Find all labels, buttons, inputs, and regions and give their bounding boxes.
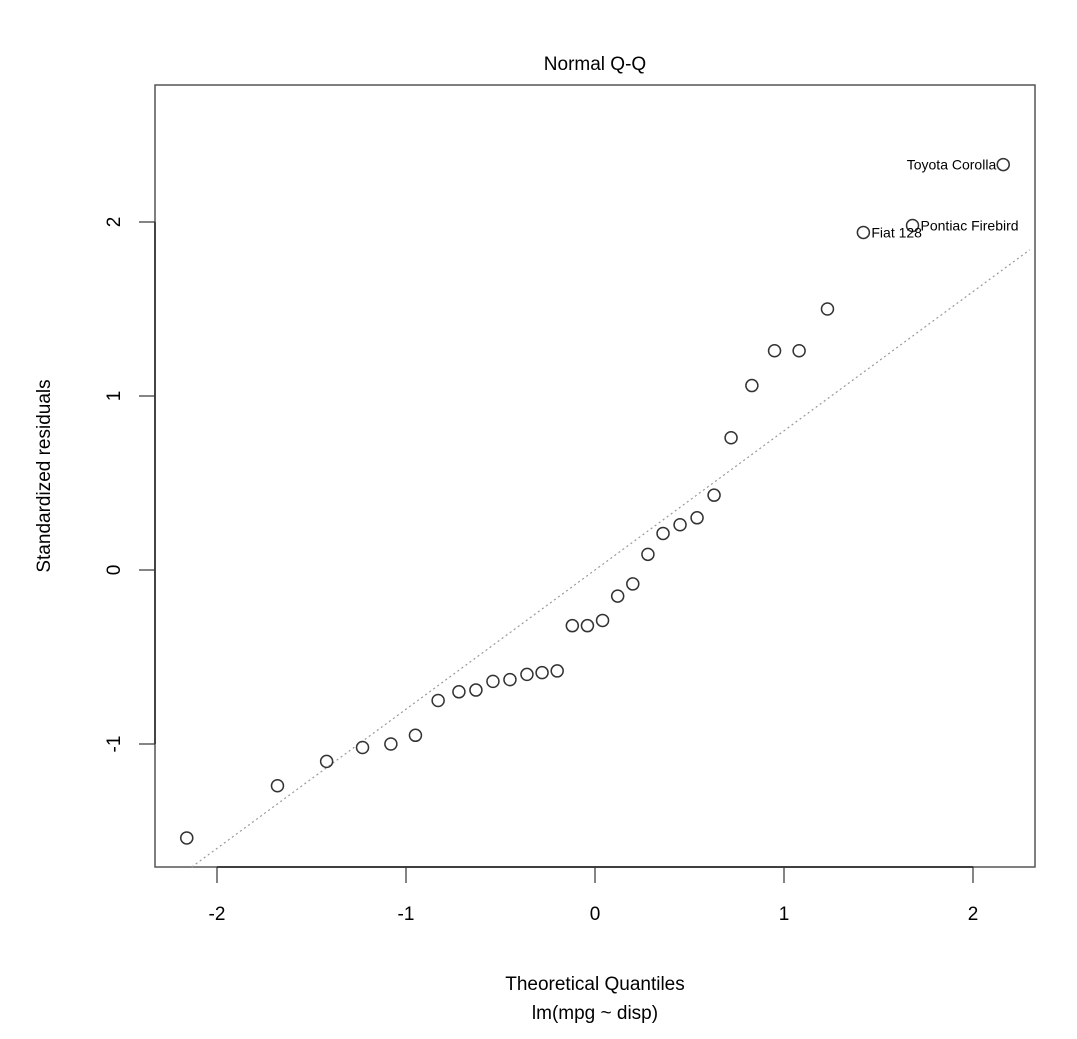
data-point <box>535 665 549 680</box>
data-point <box>767 344 782 358</box>
reference-line <box>191 249 1031 868</box>
x-axis-subtitle: lm(mpg ~ disp) <box>532 1003 658 1024</box>
data-point <box>431 693 445 708</box>
data-point <box>656 526 670 541</box>
data-point <box>408 728 423 743</box>
x-axis: -2 -1 0 1 2 <box>209 866 979 925</box>
data-point <box>355 740 370 755</box>
x-tick-label: 0 <box>590 904 601 925</box>
data-point <box>319 754 334 769</box>
y-tick-label: 1 <box>104 391 125 402</box>
data-point <box>580 618 595 633</box>
data-point <box>724 431 738 445</box>
y-axis: -1 0 1 2 <box>104 217 156 753</box>
data-point <box>673 518 687 532</box>
data-point <box>856 225 871 240</box>
data-points <box>180 157 1010 845</box>
data-point <box>550 664 564 678</box>
x-axis-label: Theoretical Quantiles <box>505 974 685 995</box>
data-point <box>820 302 835 316</box>
plot-frame <box>154 84 1036 868</box>
data-point <box>180 831 194 845</box>
data-point <box>520 667 534 682</box>
data-point <box>707 488 721 502</box>
data-point <box>641 547 655 562</box>
chart-title: Normal Q-Q <box>544 54 646 75</box>
data-point <box>792 344 806 358</box>
point-label: Fiat 128 <box>871 224 922 240</box>
data-point <box>745 378 759 393</box>
data-point <box>486 674 500 689</box>
data-point <box>626 577 640 591</box>
data-point <box>384 737 398 751</box>
data-point <box>905 218 920 233</box>
x-tick-label: -1 <box>398 904 415 925</box>
data-point <box>270 779 285 793</box>
point-label: Toyota Corolla <box>907 157 997 173</box>
point-label: Pontiac Firebird <box>921 217 1019 233</box>
data-point <box>996 157 1010 172</box>
data-point <box>595 613 610 628</box>
x-tick-label: -2 <box>209 904 226 925</box>
data-point <box>503 672 517 687</box>
data-point <box>565 618 580 633</box>
data-point <box>452 685 466 699</box>
y-axis-label: Standardized residuals <box>34 379 55 572</box>
y-tick-label: -1 <box>104 736 125 753</box>
y-tick-label: 0 <box>104 565 125 576</box>
x-tick-label: 2 <box>968 904 979 925</box>
data-point <box>610 589 625 603</box>
data-point <box>690 511 704 525</box>
y-tick-label: 2 <box>104 217 125 228</box>
x-tick-label: 1 <box>779 904 790 925</box>
data-point <box>469 683 483 697</box>
